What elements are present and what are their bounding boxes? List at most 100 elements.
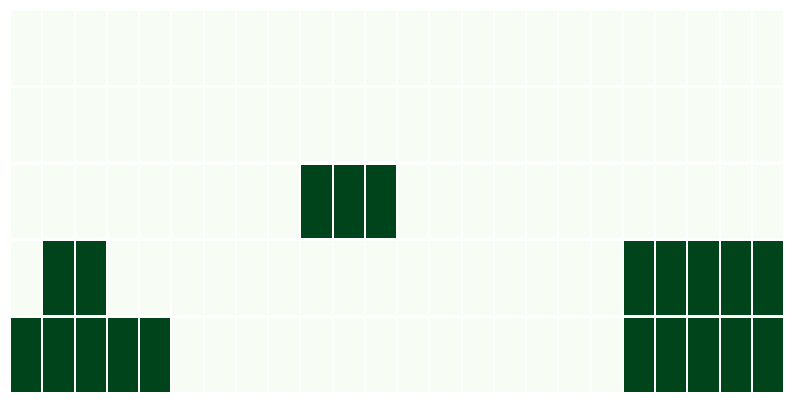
grid-cell[interactable] xyxy=(752,318,783,392)
grid-cell[interactable] xyxy=(720,11,751,85)
grid-cell[interactable] xyxy=(236,11,267,85)
grid-cell[interactable] xyxy=(172,318,203,392)
grid-cell[interactable] xyxy=(172,87,203,162)
grid-cell[interactable] xyxy=(720,241,751,316)
grid-cell[interactable] xyxy=(494,318,525,392)
grid-cell[interactable] xyxy=(752,241,783,316)
grid-cell[interactable] xyxy=(172,11,203,85)
grid-cell[interactable] xyxy=(269,11,300,85)
grid-cell[interactable] xyxy=(656,318,687,392)
grid-cell[interactable] xyxy=(527,318,558,392)
grid-cell[interactable] xyxy=(333,164,364,239)
grid-cell[interactable] xyxy=(236,87,267,162)
grid-cell[interactable] xyxy=(43,87,74,162)
grid-cell[interactable] xyxy=(462,318,493,392)
grid-cell[interactable] xyxy=(591,241,622,316)
grid-cell[interactable] xyxy=(140,318,171,392)
grid-cell[interactable] xyxy=(107,11,138,85)
grid-cell[interactable] xyxy=(301,164,332,239)
grid-cell[interactable] xyxy=(43,241,74,316)
grid-cell[interactable] xyxy=(430,164,461,239)
grid-cell[interactable] xyxy=(140,241,171,316)
grid-cell[interactable] xyxy=(559,11,590,85)
grid-cell[interactable] xyxy=(398,318,429,392)
grid-cell[interactable] xyxy=(172,241,203,316)
grid-cell[interactable] xyxy=(656,164,687,239)
grid-cell[interactable] xyxy=(301,318,332,392)
grid-cell[interactable] xyxy=(656,11,687,85)
grid-cell[interactable] xyxy=(204,11,235,85)
grid-cell[interactable] xyxy=(236,241,267,316)
grid-cell[interactable] xyxy=(236,318,267,392)
grid-cell[interactable] xyxy=(107,241,138,316)
grid-cell[interactable] xyxy=(462,164,493,239)
grid-cell[interactable] xyxy=(527,164,558,239)
grid-cell[interactable] xyxy=(333,87,364,162)
grid-cell[interactable] xyxy=(623,164,654,239)
grid-cell[interactable] xyxy=(172,164,203,239)
grid-cell[interactable] xyxy=(107,87,138,162)
grid-cell[interactable] xyxy=(269,164,300,239)
grid-cell[interactable] xyxy=(430,11,461,85)
grid-cell[interactable] xyxy=(398,87,429,162)
grid-cell[interactable] xyxy=(559,318,590,392)
grid-cell[interactable] xyxy=(559,87,590,162)
grid-cell[interactable] xyxy=(333,241,364,316)
grid-cell[interactable] xyxy=(494,87,525,162)
grid-cell[interactable] xyxy=(623,241,654,316)
grid-cell[interactable] xyxy=(333,318,364,392)
grid-cell[interactable] xyxy=(269,87,300,162)
grid-cell[interactable] xyxy=(430,241,461,316)
grid-cell[interactable] xyxy=(398,241,429,316)
grid-cell[interactable] xyxy=(688,11,719,85)
grid-cell[interactable] xyxy=(559,164,590,239)
grid-cell[interactable] xyxy=(591,11,622,85)
grid-cell[interactable] xyxy=(720,318,751,392)
grid-cell[interactable] xyxy=(365,241,396,316)
grid-cell[interactable] xyxy=(301,87,332,162)
grid-cell[interactable] xyxy=(301,11,332,85)
grid-cell[interactable] xyxy=(527,241,558,316)
grid-cell[interactable] xyxy=(752,87,783,162)
grid-cell[interactable] xyxy=(365,11,396,85)
grid-cell[interactable] xyxy=(204,87,235,162)
grid-cell[interactable] xyxy=(204,318,235,392)
grid-cell[interactable] xyxy=(140,11,171,85)
grid-cell[interactable] xyxy=(494,164,525,239)
grid-cell[interactable] xyxy=(11,11,42,85)
grid-cell[interactable] xyxy=(301,241,332,316)
grid-cell[interactable] xyxy=(591,318,622,392)
grid-cell[interactable] xyxy=(43,164,74,239)
grid-cell[interactable] xyxy=(527,11,558,85)
grid-cell[interactable] xyxy=(365,164,396,239)
grid-cell[interactable] xyxy=(462,241,493,316)
grid-cell[interactable] xyxy=(269,241,300,316)
grid-cell[interactable] xyxy=(43,318,74,392)
grid-cell[interactable] xyxy=(140,164,171,239)
grid-cell[interactable] xyxy=(236,164,267,239)
grid-cell[interactable] xyxy=(11,318,42,392)
grid-cell[interactable] xyxy=(752,11,783,85)
grid-cell[interactable] xyxy=(688,87,719,162)
grid-cell[interactable] xyxy=(140,87,171,162)
grid-cell[interactable] xyxy=(269,318,300,392)
grid-cell[interactable] xyxy=(365,87,396,162)
grid-cell[interactable] xyxy=(11,87,42,162)
grid-cell[interactable] xyxy=(398,164,429,239)
grid-cell[interactable] xyxy=(204,241,235,316)
grid-cell[interactable] xyxy=(623,318,654,392)
grid-cell[interactable] xyxy=(527,87,558,162)
grid-cell[interactable] xyxy=(494,11,525,85)
grid-cell[interactable] xyxy=(365,318,396,392)
grid-cell[interactable] xyxy=(752,164,783,239)
grid-cell[interactable] xyxy=(430,87,461,162)
grid-cell[interactable] xyxy=(623,11,654,85)
grid-cell[interactable] xyxy=(75,164,106,239)
grid-cell[interactable] xyxy=(11,241,42,316)
grid-cell[interactable] xyxy=(559,241,590,316)
grid-cell[interactable] xyxy=(11,164,42,239)
grid-cell[interactable] xyxy=(75,11,106,85)
grid-cell[interactable] xyxy=(494,241,525,316)
grid-cell[interactable] xyxy=(462,87,493,162)
grid-cell[interactable] xyxy=(462,11,493,85)
